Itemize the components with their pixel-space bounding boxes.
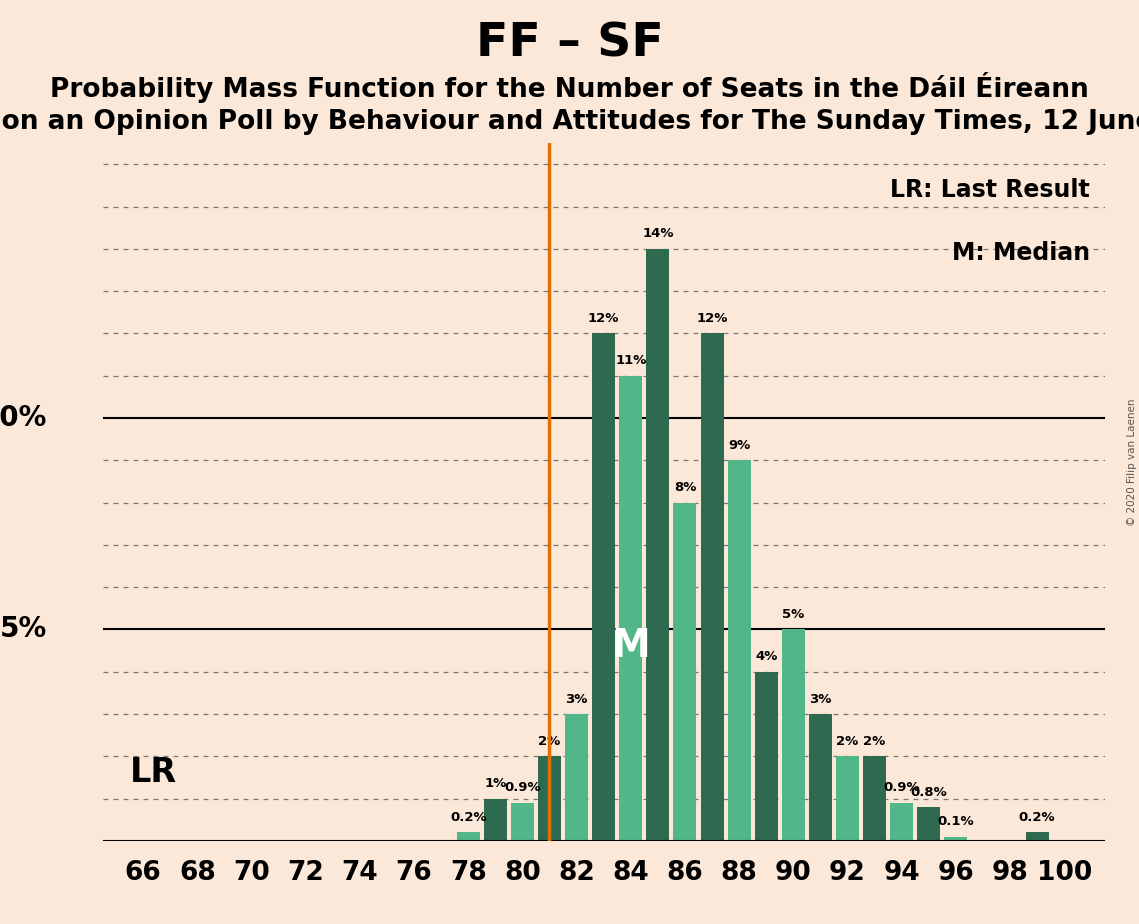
Text: Probability Mass Function for the Number of Seats in the Dáil Éireann: Probability Mass Function for the Number… bbox=[50, 72, 1089, 103]
Bar bbox=[836, 756, 859, 841]
Bar bbox=[592, 334, 615, 841]
Text: 0.9%: 0.9% bbox=[505, 782, 541, 795]
Text: LR: Last Result: LR: Last Result bbox=[890, 178, 1090, 202]
Text: 2%: 2% bbox=[836, 735, 859, 748]
Bar bbox=[620, 376, 642, 841]
Bar bbox=[646, 249, 670, 841]
Text: 4%: 4% bbox=[755, 650, 778, 663]
Bar bbox=[755, 672, 778, 841]
Bar bbox=[728, 460, 751, 841]
Bar bbox=[511, 803, 534, 841]
Text: M: Median: M: Median bbox=[952, 241, 1090, 265]
Text: 0.8%: 0.8% bbox=[910, 785, 948, 798]
Text: 5%: 5% bbox=[0, 615, 48, 643]
Bar bbox=[891, 803, 913, 841]
Text: 2%: 2% bbox=[539, 735, 560, 748]
Text: 12%: 12% bbox=[696, 312, 728, 325]
Text: LR: LR bbox=[130, 756, 177, 789]
Text: 5%: 5% bbox=[782, 608, 804, 621]
Text: 3%: 3% bbox=[809, 693, 831, 706]
Bar bbox=[565, 714, 588, 841]
Bar bbox=[484, 798, 507, 841]
Bar bbox=[1025, 833, 1049, 841]
Text: 3%: 3% bbox=[565, 693, 588, 706]
Text: 10%: 10% bbox=[0, 404, 48, 432]
Text: M: M bbox=[612, 626, 650, 664]
Text: 2%: 2% bbox=[863, 735, 886, 748]
Bar bbox=[809, 714, 831, 841]
Bar bbox=[673, 503, 696, 841]
Text: 14%: 14% bbox=[642, 227, 673, 240]
Text: 8%: 8% bbox=[674, 481, 696, 494]
Bar bbox=[700, 334, 723, 841]
Text: 0.2%: 0.2% bbox=[450, 811, 486, 824]
Text: FF – SF: FF – SF bbox=[476, 21, 663, 67]
Text: 11%: 11% bbox=[615, 354, 647, 368]
Text: 0.1%: 0.1% bbox=[937, 815, 974, 828]
Text: 9%: 9% bbox=[728, 439, 751, 452]
Bar bbox=[863, 756, 886, 841]
Text: 1%: 1% bbox=[484, 777, 507, 790]
Bar bbox=[944, 836, 967, 841]
Bar bbox=[917, 807, 941, 841]
Text: 0.9%: 0.9% bbox=[884, 782, 920, 795]
Bar bbox=[781, 629, 805, 841]
Bar bbox=[457, 833, 480, 841]
Bar bbox=[538, 756, 562, 841]
Text: Based on an Opinion Poll by Behaviour and Attitudes for The Sunday Times, 12 Jun: Based on an Opinion Poll by Behaviour an… bbox=[0, 109, 1139, 135]
Text: © 2020 Filip van Laenen: © 2020 Filip van Laenen bbox=[1126, 398, 1137, 526]
Text: 0.2%: 0.2% bbox=[1018, 811, 1056, 824]
Text: 12%: 12% bbox=[588, 312, 620, 325]
